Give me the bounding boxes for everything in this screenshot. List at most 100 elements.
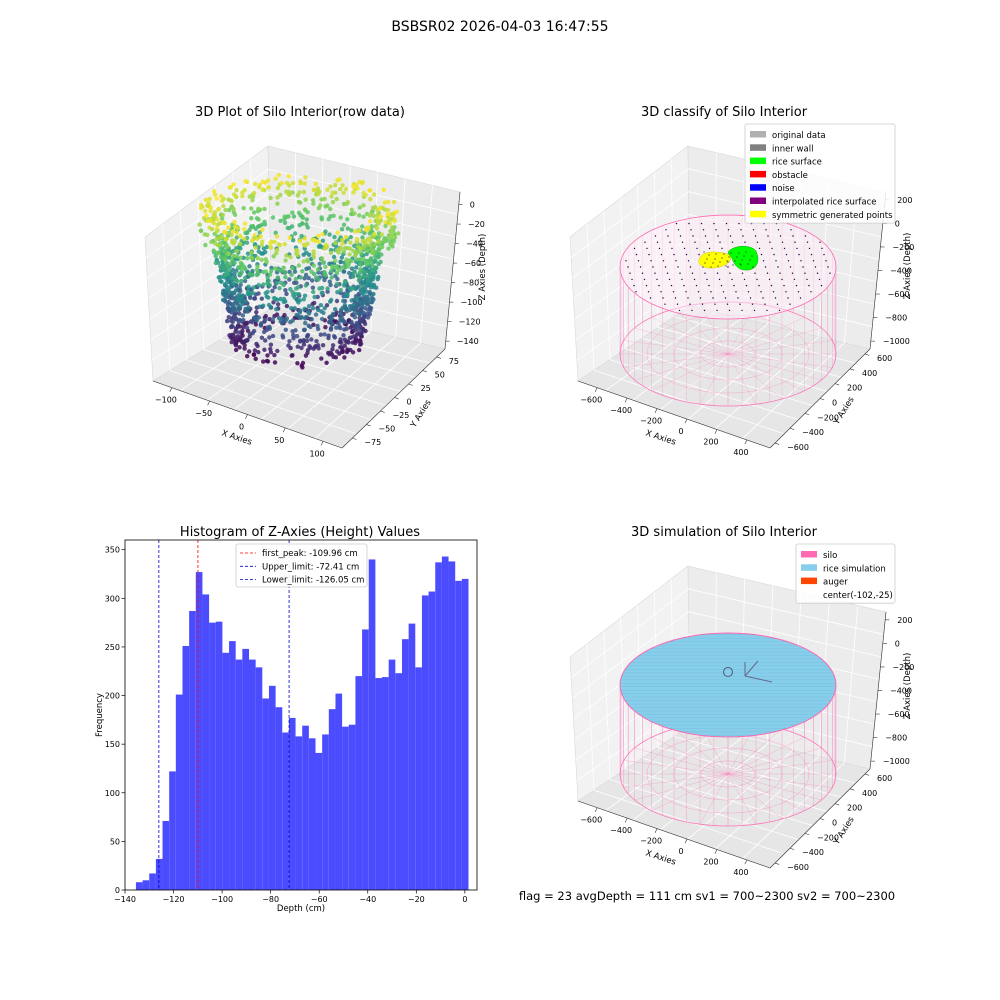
- raw-scatter-point: [345, 226, 351, 231]
- interpolated-surface-dot: [637, 260, 640, 262]
- raw-scatter-point: [303, 353, 309, 358]
- raw-scatter-point: [267, 283, 272, 288]
- raw-scatter-point: [326, 350, 331, 356]
- raw-scatter-point: [340, 305, 345, 311]
- raw-scatter-point: [344, 309, 349, 314]
- raw-x-tick-label: 50: [274, 436, 284, 445]
- interpolated-surface-dot: [718, 278, 721, 281]
- raw-scatter-point: [379, 232, 385, 237]
- raw-scatter-point: [310, 237, 315, 242]
- raw-scatter-point: [272, 352, 277, 358]
- histogram-bar: [235, 659, 243, 890]
- raw-scatter-point: [387, 221, 393, 226]
- simulation-z-tick-label: −1000: [883, 757, 910, 766]
- interpolated-surface-dot: [679, 235, 682, 237]
- raw-scatter-point: [310, 285, 316, 290]
- simulation-title: 3D simulation of Silo Interior: [631, 525, 818, 540]
- raw-y-tick-mark: [352, 437, 357, 440]
- silo-floor-spoke: [634, 747, 729, 775]
- interpolated-surface-dot: [721, 247, 723, 250]
- simulation-legend-label: auger: [823, 578, 848, 588]
- histogram-bar: [441, 556, 449, 890]
- raw-scatter-point: [237, 345, 242, 350]
- raw-z-tick-label: −80: [462, 279, 479, 288]
- raw-scatter-point: [337, 339, 342, 345]
- raw-scatter-point: [328, 184, 333, 189]
- raw-scatter-point: [296, 314, 301, 319]
- raw-scatter-point: [235, 226, 241, 231]
- raw-scatter-point: [348, 234, 353, 240]
- raw-scatter-point: [254, 216, 260, 221]
- raw-scatter-point: [233, 194, 239, 199]
- raw-scatter-point: [298, 181, 303, 186]
- raw-scatter-point: [290, 180, 296, 186]
- classify-x-tick-label: −600: [580, 396, 602, 405]
- raw-scatter-point: [266, 278, 271, 284]
- grid-line: [260, 331, 372, 420]
- raw-scatter-point: [268, 240, 273, 246]
- raw-scatter-point: [226, 315, 231, 320]
- raw-scatter-point: [360, 180, 365, 185]
- raw-scatter-point: [236, 303, 241, 308]
- raw-scatter-point: [386, 208, 391, 213]
- interpolated-surface-dot: [791, 272, 794, 274]
- histogram-x-tick-label: −60: [311, 895, 328, 904]
- raw-y-tick-label: 75: [449, 357, 459, 366]
- raw-scatter-point: [230, 276, 236, 281]
- silo-floor-spoke: [727, 353, 833, 368]
- raw-scatter-point: [309, 337, 314, 342]
- interpolated-surface-dot: [749, 297, 752, 299]
- simulation-zlabel: Z Axies (Depth): [903, 653, 913, 720]
- raw-scatter-point: [371, 291, 376, 297]
- raw-scatter-point: [287, 339, 292, 344]
- classify-z-tick-label: 200: [897, 196, 912, 205]
- grid-line: [714, 336, 819, 430]
- interpolated-surface-dot: [785, 253, 788, 256]
- raw-scatter-point: [272, 313, 277, 319]
- raw-scatter-point: [300, 269, 305, 274]
- raw-scatter-point: [226, 251, 231, 256]
- raw-scatter-point: [207, 225, 212, 230]
- raw-scatter-point: [205, 218, 211, 224]
- interpolated-surface-dot: [770, 284, 773, 287]
- blob-dot: [725, 265, 727, 267]
- simulation-z-tick-label: −600: [888, 710, 910, 719]
- raw-scatter-point: [274, 307, 279, 312]
- raw-scatter-point: [295, 248, 300, 254]
- histogram-bar: [461, 578, 469, 890]
- simulation-x-tick-label: 200: [703, 858, 718, 867]
- interpolated-surface-dot: [683, 284, 685, 287]
- raw-scatter-point: [302, 181, 307, 186]
- histogram-x-tick-label: −100: [211, 895, 233, 904]
- classify-x-tick-mark: [654, 408, 658, 413]
- silo-floor-spoke: [727, 728, 783, 775]
- raw-scatter-point: [250, 224, 256, 229]
- raw-scatter-point: [332, 234, 337, 240]
- grid-line: [609, 359, 799, 421]
- raw-scatter-point: [315, 294, 320, 300]
- histogram-bar: [308, 738, 316, 890]
- raw-scatter-point: [249, 320, 255, 325]
- raw-scatter-point: [310, 306, 316, 311]
- raw-scatter-point: [334, 325, 339, 330]
- interpolated-surface-dot: [674, 297, 677, 299]
- silo-floor-spoke: [727, 308, 783, 355]
- raw-scatter-point: [262, 219, 267, 224]
- interpolated-surface-dot: [751, 303, 754, 305]
- raw-scatter-point: [334, 281, 340, 287]
- raw-scatter-point: [357, 205, 362, 210]
- auger-line: [744, 675, 773, 683]
- raw-scatter-point: [329, 275, 334, 280]
- interpolated-surface-dot: [708, 284, 710, 287]
- interpolated-surface-dot: [779, 272, 781, 274]
- raw-scatter-point: [250, 272, 255, 278]
- grid-line: [632, 317, 742, 401]
- raw-scatter-x-ticks: −100 −50 0 50 100: [155, 387, 325, 458]
- interpolated-surface-dot: [654, 235, 657, 237]
- classify-y-tick-mark: [864, 353, 870, 356]
- blob-dot: [706, 258, 708, 260]
- raw-scatter-point: [370, 268, 376, 273]
- interpolated-surface-dot: [643, 278, 646, 281]
- raw-scatter-point: [351, 274, 356, 279]
- raw-scatter-point: [372, 231, 377, 237]
